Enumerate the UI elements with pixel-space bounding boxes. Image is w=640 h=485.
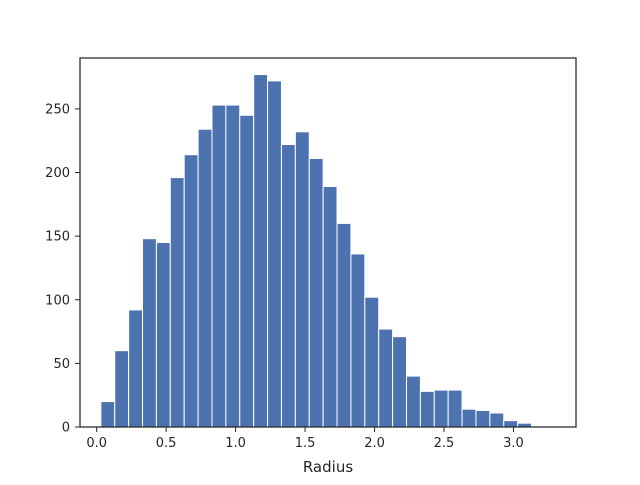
- histogram-bar: [503, 420, 519, 428]
- histogram-bar: [114, 350, 130, 428]
- histogram-bar: [253, 74, 269, 428]
- histogram-bar: [239, 114, 255, 428]
- y-axis: 0 50 100 150 200 250: [45, 102, 80, 436]
- x-tick-label: 1.5: [295, 436, 316, 451]
- histogram-bar: [197, 128, 213, 428]
- histogram-bar: [225, 104, 241, 428]
- y-tick-label: 50: [53, 357, 70, 372]
- histogram-bar: [475, 409, 491, 428]
- histogram-bar: [142, 238, 157, 428]
- histogram-bar: [294, 131, 310, 428]
- histogram-bar: [447, 389, 463, 428]
- histogram-bar: [405, 375, 421, 428]
- histogram-bar: [128, 309, 144, 428]
- x-tick-label: 2.5: [434, 436, 455, 451]
- histogram-bar: [461, 408, 477, 428]
- x-tick-label: 0.0: [86, 436, 107, 451]
- histogram-bar: [100, 401, 116, 428]
- x-tick-label: 0.5: [156, 436, 177, 451]
- x-tick-label: 2.0: [364, 436, 385, 451]
- histogram-bar: [419, 390, 435, 428]
- histogram-bar: [336, 222, 352, 428]
- histogram-bar: [308, 158, 324, 428]
- histogram-bar: [183, 154, 199, 428]
- y-tick-label: 100: [45, 293, 70, 308]
- x-axis: 0.0 0.5 1.0 1.5 2.0 2.5 3.0: [86, 427, 524, 451]
- histogram-bar: [169, 177, 185, 428]
- histogram-bar: [280, 144, 296, 428]
- x-tick-label: 1.0: [225, 436, 246, 451]
- y-tick-label: 200: [45, 166, 70, 181]
- histogram-bar: [364, 296, 380, 428]
- y-tick-label: 250: [45, 102, 70, 117]
- histogram-bar: [267, 80, 282, 428]
- histogram-bar: [155, 242, 171, 428]
- histogram-bar: [378, 328, 394, 428]
- histogram-bar: [211, 104, 227, 428]
- x-axis-label: Radius: [303, 458, 353, 476]
- x-tick-label: 3.0: [503, 436, 524, 451]
- histogram-bars: [100, 74, 533, 428]
- y-tick-label: 0: [62, 421, 70, 436]
- y-tick-label: 150: [45, 230, 70, 245]
- histogram-bar: [392, 336, 407, 428]
- histogram-bar: [489, 412, 505, 428]
- histogram-bar: [322, 186, 338, 428]
- histogram-bar: [433, 389, 449, 428]
- plot-frame: [79, 57, 577, 428]
- histogram-bar: [350, 253, 366, 428]
